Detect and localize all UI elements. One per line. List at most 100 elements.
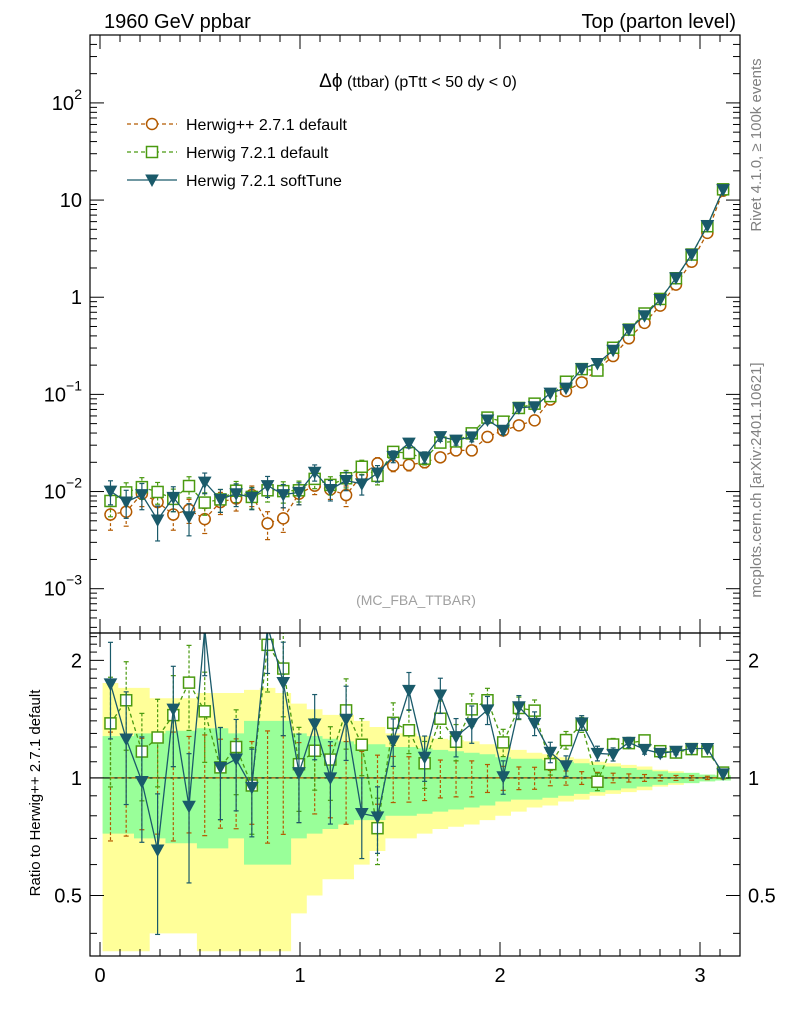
data-point — [653, 293, 668, 307]
ratio-point — [339, 713, 353, 727]
ratio-point — [590, 747, 605, 761]
data-point — [261, 517, 274, 530]
data-point — [339, 474, 353, 488]
data-point — [119, 496, 134, 510]
data-point — [307, 466, 322, 480]
data-point — [354, 478, 369, 491]
y-tick-exponent: −2 — [66, 475, 82, 491]
legend-marker — [145, 117, 159, 131]
ratio-point — [386, 735, 401, 749]
ratio-point — [182, 800, 196, 814]
ratio-point — [606, 748, 620, 762]
ratio-point — [574, 717, 589, 730]
data-point — [135, 489, 149, 502]
legend-entry-1: Herwig 7.2.1 default — [127, 145, 329, 162]
data-point — [527, 401, 542, 414]
ratio-point — [591, 775, 604, 788]
data-point — [386, 450, 401, 464]
ratio-point — [496, 771, 511, 784]
ratio-point — [559, 760, 573, 773]
ratio-ylabel: Ratio to Herwig++ 2.7.1 default — [27, 689, 44, 897]
series-1-main — [104, 183, 730, 518]
ratio-point — [464, 718, 479, 731]
legend-marker — [145, 145, 159, 159]
legend-label: Herwig++ 2.7.1 default — [186, 117, 348, 134]
data-point — [103, 485, 118, 499]
x-tick-label: 0 — [94, 965, 105, 987]
ratio-point — [496, 736, 510, 749]
ratio-point — [292, 767, 306, 780]
data-point — [402, 458, 416, 472]
data-point — [512, 419, 526, 432]
data-point — [370, 467, 385, 481]
y-tick-exponent: −3 — [66, 572, 82, 588]
title-symbol: Δϕ — [319, 71, 342, 92]
ratio-point — [433, 689, 448, 702]
data-point — [496, 424, 511, 438]
y-tick-label: 10 — [44, 384, 66, 406]
data-point — [198, 496, 211, 509]
ratio-point — [402, 684, 416, 698]
series-line — [110, 190, 724, 525]
data-point — [197, 476, 212, 490]
ratio-plot-area — [90, 633, 740, 952]
data-point — [543, 387, 558, 401]
data-point — [590, 357, 605, 371]
ratio-band-green — [102, 720, 731, 865]
data-point — [166, 491, 181, 505]
ratio-point — [198, 705, 211, 718]
ratio-panel: 0 1 2 3 0.5 0.5 1 1 2 2 Ratio to Herwig++ 2.7.1 d… — [27, 632, 776, 987]
ratio-point — [307, 718, 322, 732]
data-point — [434, 451, 447, 464]
mcplots-label: mcplots.cern.ch [arXiv:2401.10621] — [748, 362, 765, 597]
ratio-point — [417, 751, 432, 765]
data-point — [481, 430, 494, 444]
ratio-point — [512, 701, 526, 714]
y-tick-exponent: −1 — [66, 377, 82, 393]
ratio-point — [276, 677, 291, 690]
y-tick-label: 10 — [60, 190, 82, 212]
ratio-y-tick-label-right: 2 — [748, 650, 759, 672]
rivet-label: Rivet 4.1.0, ≥ 100k events — [748, 58, 765, 231]
ratio-point — [716, 768, 730, 781]
ratio-point — [323, 772, 338, 785]
ratio-point — [151, 731, 164, 744]
ratio-point — [480, 704, 495, 717]
ratio-point — [559, 733, 573, 747]
series-2-main — [103, 184, 730, 542]
ratio-y-tick-label: 2 — [71, 650, 82, 672]
ratio-point — [150, 844, 165, 858]
data-point — [260, 480, 275, 493]
series-line — [110, 189, 724, 504]
ratio-point — [119, 733, 134, 747]
data-point — [480, 414, 495, 428]
data-point — [151, 485, 164, 499]
ratio-point — [213, 761, 228, 775]
x-tick-label: 1 — [294, 965, 305, 987]
legend-label: Herwig 7.2.1 softTune — [186, 173, 342, 190]
series-line — [110, 189, 724, 522]
data-point — [277, 512, 290, 525]
ratio-point — [637, 743, 652, 757]
ratio-y-tick-label-right: 1 — [748, 768, 759, 790]
ratio-y-tick-label-right: 0.5 — [748, 886, 776, 908]
ratio-point — [449, 731, 463, 744]
ratio-point — [402, 724, 416, 737]
legend-entry-2: Herwig 7.2.1 softTune — [127, 173, 342, 190]
ratio-frame — [89, 632, 741, 957]
data-point — [575, 376, 588, 389]
data-point — [182, 479, 196, 493]
data-point — [276, 489, 291, 502]
ratio-line — [109, 642, 724, 829]
ratio-y-tick-label: 0.5 — [54, 886, 82, 908]
data-point — [417, 451, 432, 465]
ratio-point — [354, 808, 369, 821]
ratio-point — [684, 742, 699, 756]
data-point — [700, 220, 715, 233]
series-0-main — [104, 184, 730, 541]
header-left: 1960 GeV ppbar — [104, 11, 251, 33]
data-point — [606, 344, 620, 358]
ratio-point — [669, 745, 683, 759]
